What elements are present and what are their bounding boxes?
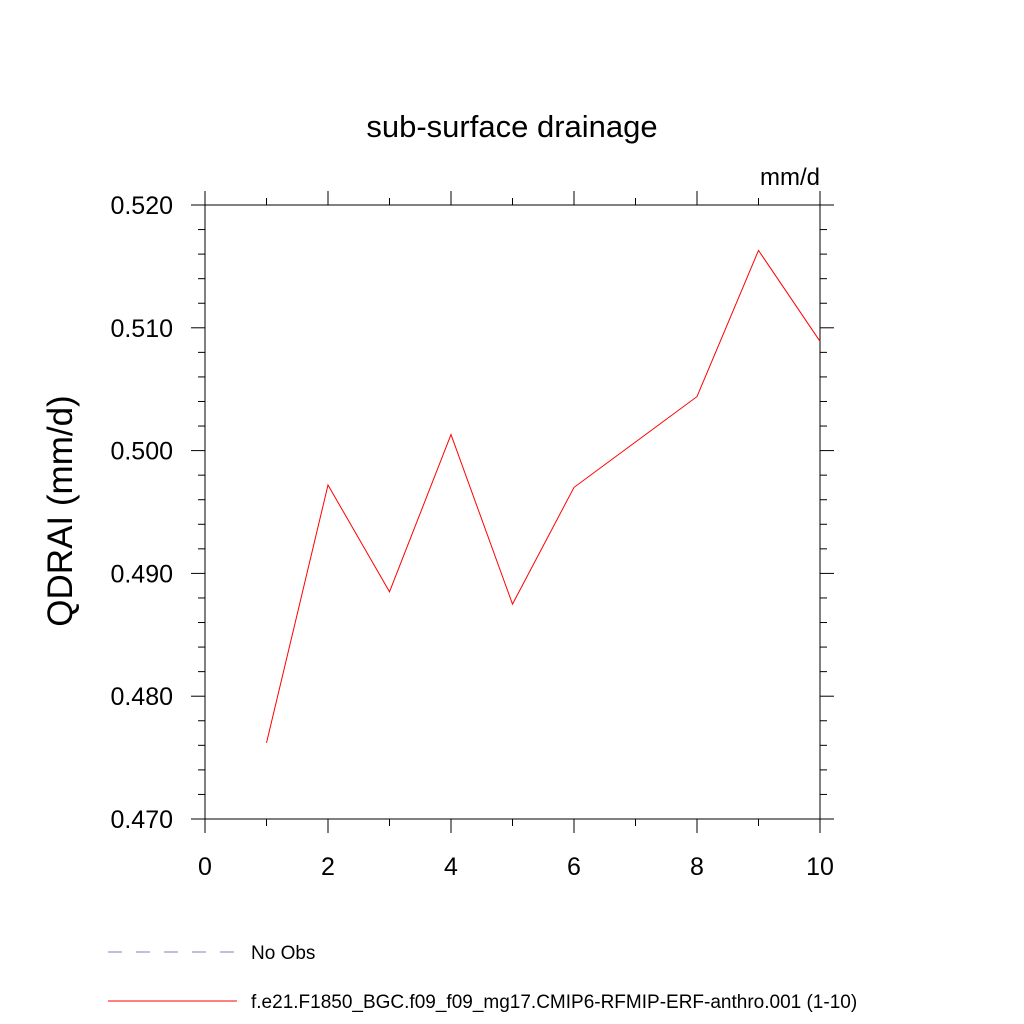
y-tick-label: 0.470 <box>110 806 173 834</box>
series-line <box>266 249 821 744</box>
x-tick-label: 2 <box>321 853 335 881</box>
x-tick-label: 8 <box>690 853 704 881</box>
x-tick-label: 10 <box>806 853 834 881</box>
units-label: mm/d <box>760 164 820 191</box>
y-axis-label: QDRAI (mm/d) <box>41 395 80 626</box>
x-tick-label: 4 <box>444 853 458 881</box>
x-tick-label: 6 <box>567 853 581 881</box>
y-tick-label: 0.510 <box>110 315 173 343</box>
y-tick-label: 0.490 <box>110 560 173 588</box>
legend: No Obs f.e21.F1850_BGC.f09_f09_mg17.CMIP6… <box>108 943 857 1013</box>
series-lines <box>266 249 821 744</box>
y-tick-label: 0.480 <box>110 683 173 711</box>
x-tick-label: 0 <box>198 853 212 881</box>
plot-frame <box>204 204 821 820</box>
y-tick-label: 0.500 <box>110 438 173 466</box>
legend-label: f.e21.F1850_BGC.f09_f09_mg17.CMIP6-RFMIP… <box>251 992 857 1013</box>
y-tick-label: 0.520 <box>110 192 173 220</box>
legend-label: No Obs <box>251 943 315 964</box>
tick-labels: 0 2 4 6 8 10 0.470 0.480 0.490 0.500 0.510 0.520 <box>110 192 833 881</box>
axis-ticks <box>191 191 834 833</box>
chart-title: sub-surface drainage <box>366 109 657 144</box>
